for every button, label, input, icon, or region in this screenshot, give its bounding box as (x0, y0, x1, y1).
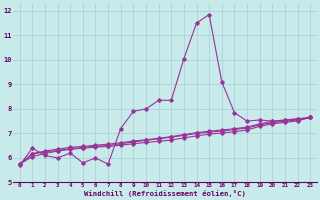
X-axis label: Windchill (Refroidissement éolien,°C): Windchill (Refroidissement éolien,°C) (84, 190, 246, 197)
